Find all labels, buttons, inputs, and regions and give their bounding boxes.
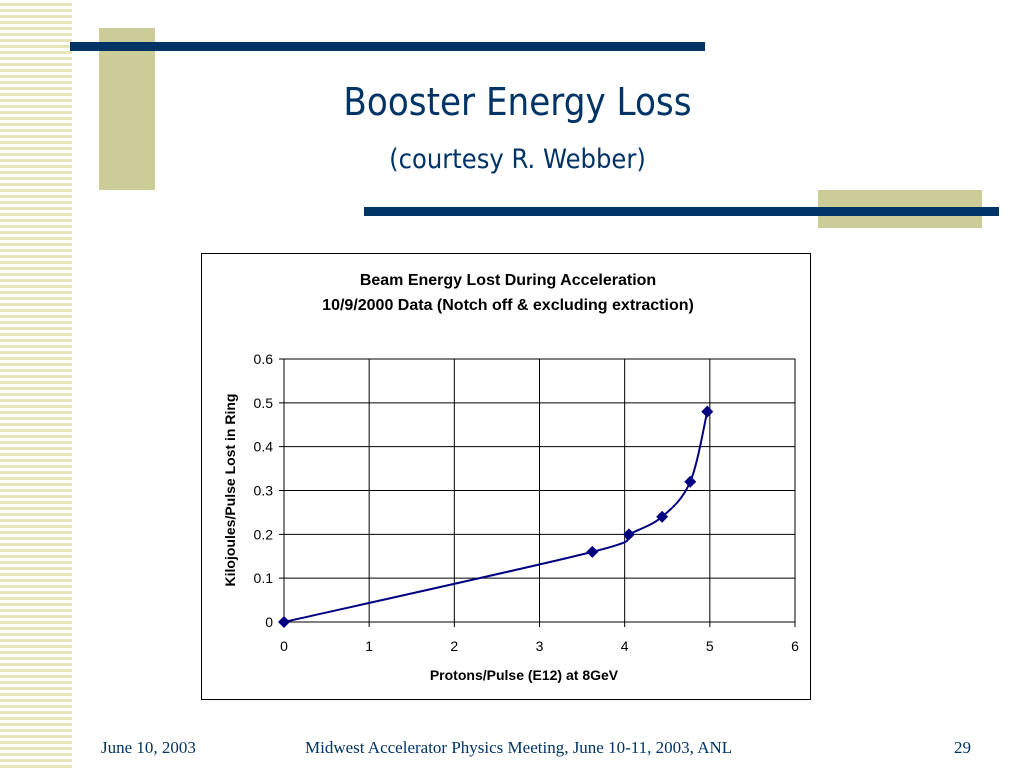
footer-date: June 10, 2003 <box>101 738 196 757</box>
slide-title: Booster Energy Loss <box>343 80 692 124</box>
data-point-marker <box>701 405 714 418</box>
x-tick-label: 4 <box>621 638 629 654</box>
x-axis-title: Protons/Pulse (E12) at 8GeV <box>430 667 619 683</box>
chart-grid <box>279 358 796 627</box>
x-tick-labels: 0 1 2 3 4 5 6 <box>280 638 799 654</box>
slide-subtitle: (courtesy R. Webber) <box>389 144 646 175</box>
decorative-block-top <box>99 28 155 190</box>
data-point-marker <box>586 545 599 558</box>
y-tick-label: 0.1 <box>254 570 274 586</box>
x-tick-label: 1 <box>365 638 373 654</box>
x-tick-label: 3 <box>536 638 544 654</box>
decorative-bar-top <box>70 42 705 51</box>
series-line <box>283 411 709 623</box>
x-tick-label: 2 <box>450 638 458 654</box>
y-tick-label: 0.4 <box>254 439 274 455</box>
chart-frame: 0 1 2 3 4 5 6 0 0.1 0.2 0.3 0.4 0.5 0.6 Beam Energy … <box>201 253 811 700</box>
chart-title: Beam Energy Lost During Acceleration <box>360 272 656 289</box>
x-tick-label: 0 <box>280 638 288 654</box>
x-tick-label: 6 <box>791 638 799 654</box>
y-tick-label: 0.2 <box>254 526 274 542</box>
y-tick-label: 0.3 <box>254 483 274 499</box>
footer-page-number: 29 <box>954 738 971 757</box>
y-tick-label: 0.6 <box>254 351 274 367</box>
y-tick-label: 0 <box>265 614 273 630</box>
y-tick-label: 0.5 <box>254 395 274 411</box>
data-point-marker <box>684 475 697 488</box>
x-tick-label: 5 <box>706 638 714 654</box>
chart-svg: 0 1 2 3 4 5 6 0 0.1 0.2 0.3 0.4 0.5 0.6 Beam Energy … <box>222 272 799 683</box>
y-tick-labels: 0 0.1 0.2 0.3 0.4 0.5 0.6 <box>254 351 274 630</box>
decorative-bar-bottom <box>364 207 999 216</box>
series-markers <box>278 405 714 628</box>
decorative-stripes <box>0 0 72 768</box>
footer-event: Midwest Accelerator Physics Meeting, Jun… <box>305 738 733 757</box>
data-point-marker <box>278 616 290 628</box>
y-axis-title: Kilojoules/Pulse Lost in Ring <box>222 394 238 587</box>
data-point-marker <box>656 510 669 523</box>
data-point-marker <box>622 528 635 541</box>
chart-subtitle: 10/9/2000 Data (Notch off & excluding ex… <box>322 297 694 314</box>
